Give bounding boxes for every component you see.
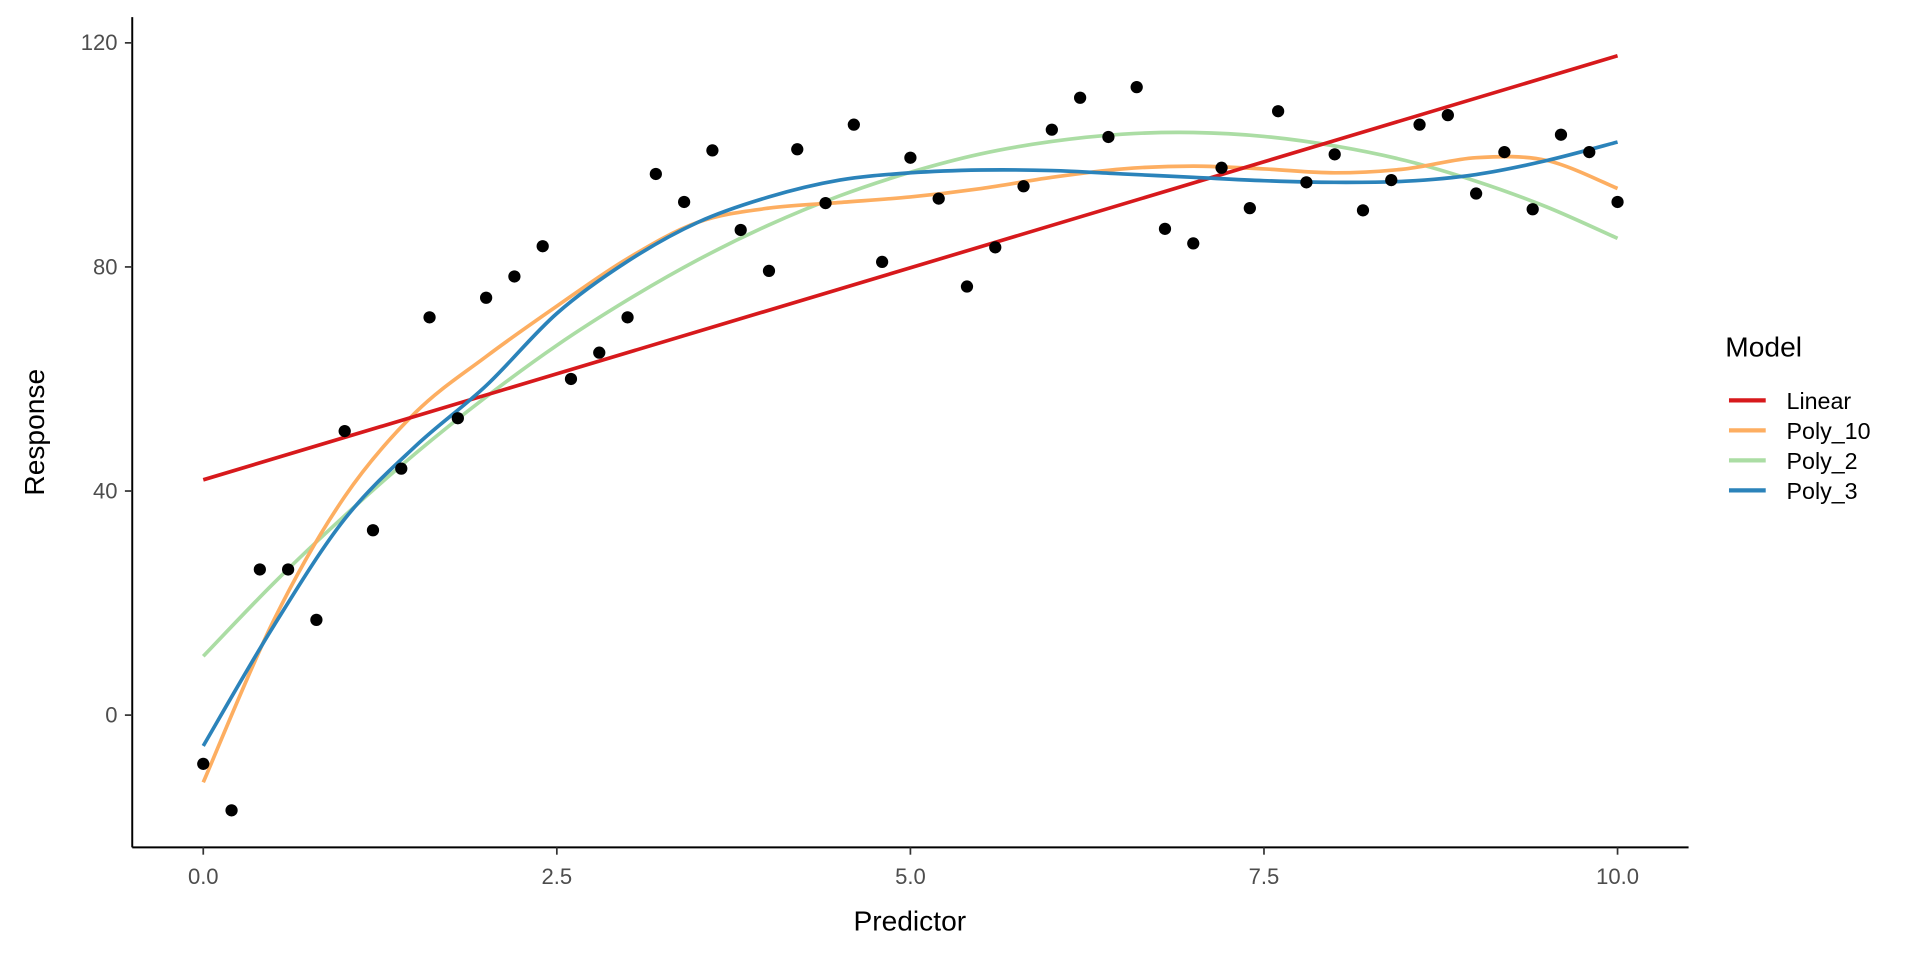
curve-poly-10 bbox=[201, 154, 1619, 784]
data-point bbox=[1243, 201, 1256, 215]
x-tick-label: 2.5 bbox=[542, 864, 573, 889]
data-point bbox=[423, 311, 436, 324]
data-point bbox=[847, 118, 860, 131]
data-point bbox=[960, 280, 974, 293]
data-point bbox=[1045, 123, 1058, 136]
data-point bbox=[1130, 80, 1143, 94]
y-tick-label: 40 bbox=[93, 478, 118, 503]
data-point bbox=[876, 255, 889, 269]
data-point bbox=[338, 424, 351, 438]
data-point bbox=[1498, 145, 1511, 159]
data-point bbox=[451, 412, 464, 425]
data-point bbox=[706, 144, 719, 157]
y-tick-label: 80 bbox=[93, 254, 118, 279]
data-point bbox=[734, 223, 747, 237]
x-tick-label: 0.0 bbox=[188, 864, 219, 889]
y-axis-title: Response bbox=[19, 369, 50, 496]
data-point bbox=[1583, 145, 1596, 159]
data-point bbox=[253, 563, 266, 576]
data-point bbox=[366, 524, 380, 537]
data-point bbox=[649, 167, 662, 181]
data-point bbox=[1611, 195, 1624, 209]
curve-poly-3 bbox=[201, 140, 1619, 747]
data-point bbox=[678, 195, 691, 209]
data-point bbox=[1328, 148, 1341, 161]
x-ticks: 0.0 2.5 5.0 7.5 10.0 bbox=[188, 847, 1639, 889]
data-point bbox=[564, 372, 578, 386]
data-point bbox=[508, 270, 521, 283]
data-point bbox=[1300, 176, 1313, 189]
data-point bbox=[1470, 187, 1483, 200]
data-point bbox=[1356, 204, 1370, 217]
data-points bbox=[197, 80, 1624, 817]
model-curves bbox=[201, 53, 1619, 784]
data-point bbox=[395, 462, 408, 475]
data-point bbox=[480, 291, 493, 304]
y-tick-label: 0 bbox=[105, 702, 117, 727]
data-point bbox=[621, 311, 634, 324]
x-tick-label: 7.5 bbox=[1249, 864, 1280, 889]
data-point bbox=[819, 196, 832, 210]
data-point bbox=[932, 192, 945, 205]
data-point bbox=[536, 240, 549, 253]
data-point bbox=[593, 346, 606, 359]
legend-label: Poly_3 bbox=[1787, 478, 1858, 504]
legend-label: Poly_10 bbox=[1787, 418, 1871, 444]
data-point bbox=[989, 241, 1002, 254]
legend-title: Model bbox=[1725, 331, 1802, 362]
data-point bbox=[225, 804, 238, 817]
data-point bbox=[904, 151, 917, 164]
curve-linear bbox=[202, 53, 1619, 482]
x-tick-label: 5.0 bbox=[895, 864, 926, 889]
data-point bbox=[1074, 91, 1087, 104]
data-point bbox=[1102, 130, 1115, 144]
data-point bbox=[1017, 180, 1030, 193]
data-point bbox=[1272, 105, 1285, 118]
data-point bbox=[282, 563, 295, 576]
x-axis-title: Predictor bbox=[853, 906, 966, 937]
y-tick-label: 120 bbox=[81, 30, 118, 55]
legend-label: Poly_2 bbox=[1787, 448, 1858, 474]
data-point bbox=[1187, 237, 1200, 250]
legend-label: Linear bbox=[1787, 388, 1852, 414]
data-point bbox=[1441, 109, 1454, 122]
data-point bbox=[1385, 173, 1398, 187]
y-ticks: 0 40 80 120 bbox=[81, 30, 133, 727]
data-point bbox=[1526, 203, 1539, 216]
data-point bbox=[197, 757, 210, 770]
legend: Model Linear Poly_10 Poly_2 Poly_3 bbox=[1725, 331, 1870, 504]
data-point bbox=[1158, 222, 1172, 235]
curve-poly-2 bbox=[201, 130, 1619, 658]
data-point bbox=[762, 264, 776, 277]
data-point bbox=[791, 143, 804, 156]
data-point bbox=[1215, 161, 1228, 174]
data-point bbox=[310, 613, 323, 626]
data-point bbox=[1554, 128, 1568, 141]
x-tick-label: 10.0 bbox=[1596, 864, 1639, 889]
data-point bbox=[1413, 118, 1426, 131]
